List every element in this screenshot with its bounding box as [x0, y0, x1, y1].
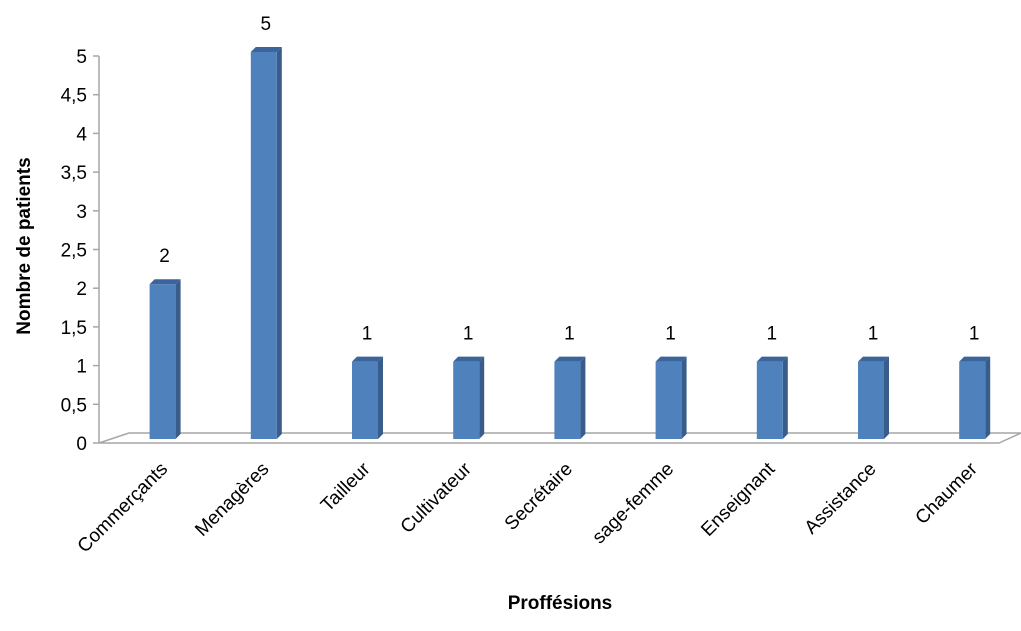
bar-top: [352, 356, 383, 362]
bar: [149, 279, 181, 439]
bar-side: [175, 279, 181, 439]
x-category-label: Chaumer: [912, 458, 983, 529]
y-tick-label: 0: [76, 434, 87, 455]
bar-side: [378, 356, 383, 439]
x-category-label: Assistance: [801, 459, 881, 539]
bar-top: [959, 356, 991, 362]
x-category-label: Menagères: [191, 459, 273, 541]
y-tick-label: 4: [76, 124, 87, 145]
data-label: 1: [463, 324, 474, 345]
data-label: 1: [868, 324, 879, 345]
bar-side: [985, 356, 991, 439]
bar-front: [756, 361, 783, 439]
y-tick-label: 5: [76, 47, 87, 68]
data-label: 1: [969, 324, 980, 345]
bar-top: [554, 356, 586, 362]
bar-front: [149, 284, 176, 439]
bar-side: [681, 356, 687, 439]
bar-front: [554, 361, 581, 439]
bar-side: [580, 356, 586, 439]
y-axis-title: Nombre de patients: [14, 157, 35, 334]
y-tick-label: 2,5: [61, 241, 87, 262]
bar: [756, 356, 788, 439]
bar: [352, 356, 383, 439]
bar-top: [453, 356, 485, 362]
bar-front: [250, 52, 277, 439]
bar: [959, 356, 991, 439]
data-label: 1: [767, 324, 778, 345]
bar-side: [479, 356, 485, 439]
bar-side: [276, 47, 282, 439]
y-tick-label: 1: [76, 357, 87, 378]
y-tick-label: 2: [76, 279, 87, 300]
bar-front: [655, 361, 682, 439]
bar-top: [149, 279, 181, 285]
bar-front: [352, 361, 378, 439]
y-tick-label: 3: [76, 202, 87, 223]
x-category-label: Enseignant: [697, 458, 780, 541]
y-tick-label: 4,5: [61, 86, 87, 107]
bar: [250, 47, 282, 439]
chart-floor: [98, 432, 1021, 444]
x-axis-title: Proffésions: [508, 593, 613, 614]
bar-side: [782, 356, 788, 439]
y-tick-label: 1,5: [61, 318, 87, 339]
bar-top: [655, 356, 687, 362]
bar-front: [858, 361, 884, 439]
x-category-label: Commerçants: [74, 459, 172, 557]
x-category-label: Secrétaire: [501, 459, 577, 535]
data-label: 1: [564, 324, 575, 345]
x-category-label: Cultivateur: [397, 458, 477, 538]
data-label: 5: [261, 14, 272, 35]
bar-front: [959, 361, 986, 439]
bar-top: [858, 356, 889, 362]
data-label: 1: [362, 324, 373, 345]
y-tick-label: 0,5: [61, 395, 87, 416]
x-category-label: Tailleur: [317, 458, 375, 516]
bar-front: [453, 361, 480, 439]
bar-side: [884, 356, 889, 439]
bar: [554, 356, 586, 439]
data-label: 1: [665, 324, 676, 345]
bar: [655, 356, 687, 439]
y-tick-label: 3,5: [61, 163, 87, 184]
bar-top: [250, 47, 282, 52]
data-label: 2: [159, 246, 170, 267]
bar: [858, 356, 889, 439]
x-category-label: sage-femme: [589, 459, 679, 549]
bar: [453, 356, 485, 439]
bar-top: [756, 356, 788, 362]
